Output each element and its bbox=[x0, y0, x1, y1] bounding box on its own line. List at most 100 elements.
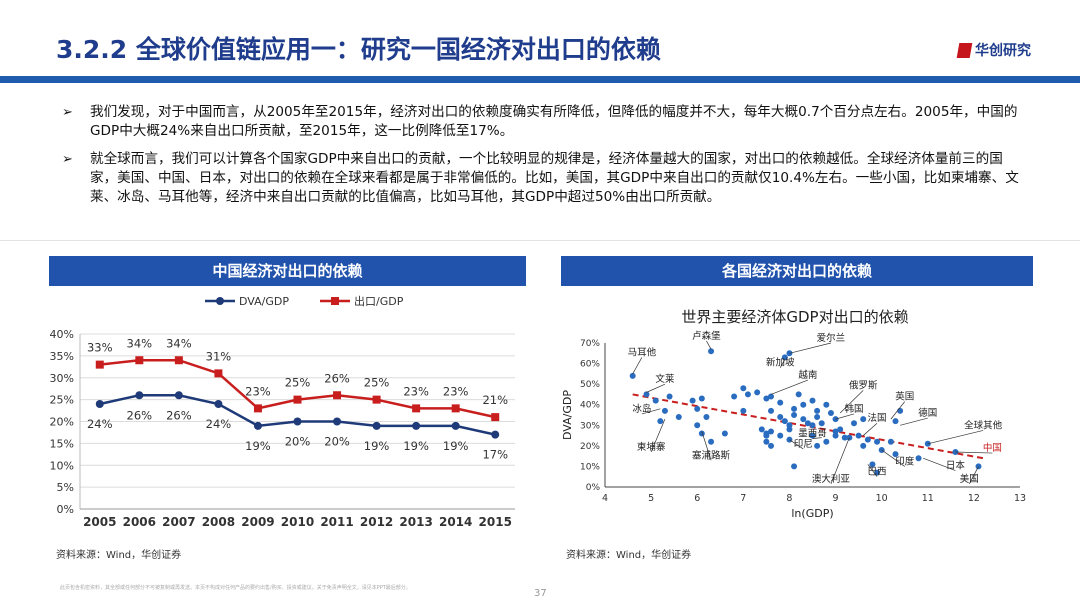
scatter-point bbox=[846, 434, 853, 441]
legend-marker bbox=[331, 297, 339, 305]
data-point bbox=[293, 395, 302, 404]
scatter-point bbox=[786, 426, 793, 433]
scatter-point bbox=[791, 405, 798, 412]
annotation-label: 全球其他 bbox=[964, 419, 1003, 431]
annotation-label: 俄罗斯 bbox=[849, 379, 878, 391]
page-number: 37 bbox=[534, 588, 547, 599]
data-label: 23% bbox=[245, 384, 271, 398]
annotation-leader bbox=[955, 451, 993, 454]
data-point bbox=[372, 395, 381, 404]
scatter-point bbox=[721, 430, 728, 437]
y-tick-label: 10% bbox=[50, 459, 74, 472]
scatter-point bbox=[652, 397, 659, 404]
scatter-point bbox=[800, 401, 807, 408]
scatter-point bbox=[666, 393, 673, 400]
scatter-point bbox=[768, 428, 774, 435]
scatter-point bbox=[814, 442, 821, 449]
left-source: 资料来源：Wind，华创证券 bbox=[56, 550, 182, 561]
scatter-point bbox=[878, 446, 885, 453]
scatter-point bbox=[860, 442, 867, 449]
annotation-leader bbox=[789, 342, 832, 354]
brand-logo: 华创研究 bbox=[956, 40, 1031, 60]
x-tick-label: 2008 bbox=[202, 515, 235, 529]
scatter-point bbox=[915, 455, 922, 462]
x-tick-label: 11 bbox=[922, 493, 934, 504]
legend-marker bbox=[216, 297, 224, 305]
data-point bbox=[174, 356, 183, 365]
annotation-leader bbox=[968, 466, 979, 485]
bullet-arrow-icon: ➢ bbox=[62, 105, 73, 120]
scatter-point bbox=[809, 432, 816, 439]
scatter-point bbox=[758, 426, 765, 433]
annotation-leader bbox=[650, 418, 666, 453]
y-tick-label: 25% bbox=[50, 394, 74, 407]
data-label: 26% bbox=[166, 408, 192, 422]
scatter-point bbox=[874, 438, 881, 445]
x-tick-label: 6 bbox=[694, 493, 700, 504]
bullet-item: ➢ 我们发现，对于中国而言，从2005年至2015年，经济对出口的依赖度确实有所… bbox=[62, 103, 1022, 141]
scatter-point bbox=[744, 391, 751, 398]
x-tick-label: 2010 bbox=[281, 515, 314, 529]
data-label: 19% bbox=[245, 439, 271, 453]
data-point bbox=[174, 391, 183, 400]
bullet-list: ➢ 我们发现，对于中国而言，从2005年至2015年，经济对出口的依赖度确实有所… bbox=[62, 103, 1022, 216]
annotation-label: 柬埔寨 bbox=[637, 441, 666, 453]
scatter-point bbox=[694, 405, 701, 412]
scatter-point bbox=[832, 432, 839, 439]
logo-icon bbox=[956, 42, 973, 58]
scatter-point bbox=[777, 399, 784, 406]
annotation-label: 英国 bbox=[895, 391, 914, 403]
data-point bbox=[135, 356, 144, 365]
data-label: 24% bbox=[206, 417, 232, 431]
annotation-leader bbox=[890, 401, 905, 420]
scatter-point bbox=[892, 451, 899, 458]
annotation-leader bbox=[701, 431, 712, 461]
annotation-label: 印度 bbox=[895, 455, 915, 467]
y-tick-label: 20% bbox=[50, 416, 74, 429]
data-point bbox=[372, 421, 381, 430]
data-point bbox=[253, 421, 262, 430]
y-tick-label: 0% bbox=[57, 503, 74, 516]
scatter-point bbox=[869, 461, 876, 468]
scatter-point bbox=[768, 442, 774, 449]
x-tick-label: 4 bbox=[602, 493, 608, 504]
scatter-point bbox=[643, 391, 650, 398]
data-point bbox=[451, 421, 460, 430]
annotation-leader bbox=[830, 437, 850, 485]
scatter-point bbox=[874, 469, 881, 476]
annotation-leader bbox=[900, 417, 928, 426]
bullet-text: 就全球而言，我们可以计算各个国家GDP中来自出口的贡献，一个比较明显的规律是，经… bbox=[90, 151, 1019, 205]
scatter-point bbox=[791, 412, 798, 418]
header-bar bbox=[0, 76, 1080, 83]
annotation-leader bbox=[881, 449, 905, 467]
annotation-label: 马耳他 bbox=[628, 346, 657, 358]
x-tick-label: 2013 bbox=[399, 515, 432, 529]
divider bbox=[0, 240, 1080, 241]
annotation-leader bbox=[789, 439, 804, 450]
data-point bbox=[214, 400, 223, 408]
data-point bbox=[412, 421, 421, 430]
annotation-leader bbox=[779, 359, 786, 368]
scatter-point bbox=[827, 409, 834, 416]
scatter-point bbox=[694, 422, 701, 429]
scatter-point bbox=[804, 420, 811, 427]
scatter-point bbox=[786, 422, 793, 429]
scatter-point bbox=[887, 438, 894, 445]
annotation-label: 爱尔兰 bbox=[817, 332, 846, 344]
x-tick-label: 2012 bbox=[360, 515, 393, 529]
data-label: 26% bbox=[324, 371, 350, 385]
legend-label: 出口/GDP bbox=[354, 294, 404, 308]
y-tick-label: 35% bbox=[50, 350, 74, 363]
annotation-label: 墨西哥 bbox=[798, 429, 827, 440]
right-source: 资料来源：Wind，华创证券 bbox=[566, 550, 692, 561]
data-point bbox=[451, 404, 460, 413]
annotation-leader bbox=[812, 437, 822, 440]
data-point bbox=[253, 404, 262, 413]
right-panel-header: 各国经济对出口的依赖 bbox=[561, 256, 1033, 286]
scatter-point bbox=[781, 418, 788, 425]
x-tick-label: 13 bbox=[1014, 493, 1026, 504]
annotation-leader bbox=[862, 422, 878, 436]
scatter-point bbox=[814, 407, 821, 414]
scatter-point bbox=[860, 416, 867, 423]
y-tick-label: 15% bbox=[50, 437, 74, 450]
